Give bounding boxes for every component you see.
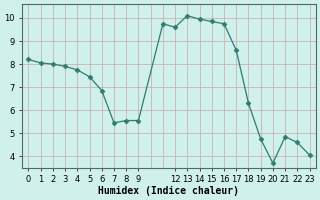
- X-axis label: Humidex (Indice chaleur): Humidex (Indice chaleur): [99, 186, 239, 196]
